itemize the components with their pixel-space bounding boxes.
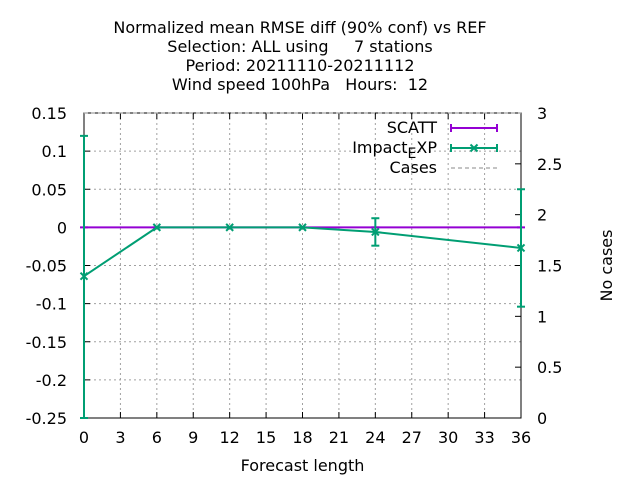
- legend-sample-impact-marker: [469, 143, 479, 153]
- y2-tick-label: 1: [537, 307, 547, 326]
- x-tick-label: 6: [152, 428, 162, 447]
- legend-impact-sub: E: [408, 146, 417, 162]
- legend-label-cases: Cases: [390, 158, 438, 177]
- y-tick-label: -0.25: [26, 409, 67, 428]
- y-tick-label: 0.1: [42, 142, 67, 161]
- impact-marker-stroke: [79, 271, 89, 281]
- y-tick-label: -0.15: [26, 333, 67, 352]
- chart-title: Normalized mean RMSE diff (90% conf) vs …: [113, 18, 486, 94]
- y2-axis: 3 2.5 2 1.5 1 0.5 0: [515, 104, 562, 428]
- y-axis: 0.15 0.1 0.05 0 -0.05 -0.1 -0.15 -0.2 -0.25: [26, 104, 90, 428]
- grid: [84, 113, 521, 418]
- x-tick-label: 24: [365, 428, 385, 447]
- x-tick-label: 36: [511, 428, 531, 447]
- legend-label-impact-exp: ImpactEXP: [352, 138, 437, 162]
- x-tick-label: 18: [292, 428, 312, 447]
- title-line-2: Selection: ALL using 7 stations: [167, 37, 432, 56]
- x-tick-label: 15: [256, 428, 276, 447]
- series-line-impact-exp: [83, 226, 522, 278]
- title-line-4: Wind speed 100hPa Hours: 12: [172, 75, 428, 94]
- impact-exp-point: [225, 223, 234, 232]
- legend-samples: [450, 124, 498, 169]
- y2-tick-label: 0.5: [537, 358, 562, 377]
- x-tick-label: 9: [188, 428, 198, 447]
- series-layer: [79, 112, 526, 419]
- y2-tick-label: 1.5: [537, 257, 562, 276]
- y2-tick-label: 2: [537, 206, 547, 225]
- impact-exp-point: [298, 223, 307, 232]
- x-tick-label: 0: [79, 428, 89, 447]
- impact-exp-point: [516, 243, 526, 253]
- y2-axis-label: No cases: [597, 230, 616, 302]
- x-tick-label: 21: [329, 428, 349, 447]
- legend-impact-main: Impact: [352, 138, 407, 157]
- title-line-1: Normalized mean RMSE diff (90% conf) vs …: [113, 18, 486, 37]
- x-tick-label: 12: [219, 428, 239, 447]
- y2-tick-label: 2.5: [537, 155, 562, 174]
- y-tick-label: -0.1: [36, 295, 67, 314]
- y2-tick-label: 0: [537, 409, 547, 428]
- y-tick-label: 0.15: [31, 104, 67, 123]
- y2-tick-label: 3: [537, 104, 547, 123]
- impact-marker-stroke: [152, 223, 162, 232]
- x-tick-label: 33: [474, 428, 494, 447]
- legend-label-scatt: SCATT: [387, 118, 438, 137]
- impact-exp-point: [79, 271, 89, 281]
- title-line-3: Period: 20211110-20211112: [185, 56, 414, 75]
- legend-impact-tail: XP: [416, 138, 437, 157]
- y-tick-label: -0.2: [36, 371, 67, 390]
- x-axis: 0 3 6 9 12 15 18 21 24 27 30 33 36: [79, 113, 531, 447]
- y-tick-label: 0.05: [31, 180, 67, 199]
- x-tick-label: 30: [438, 428, 458, 447]
- x-axis-label: Forecast length: [241, 456, 365, 475]
- impact-marker-stroke: [371, 227, 380, 237]
- impact-marker-stroke: [516, 243, 526, 253]
- impact-exp-point: [152, 223, 162, 232]
- impact-marker-stroke: [298, 223, 307, 232]
- impact-marker-stroke: [225, 223, 234, 232]
- x-tick-label: 3: [115, 428, 125, 447]
- legend: SCATT ImpactEXP Cases: [352, 118, 498, 177]
- x-tick-label: 27: [402, 428, 422, 447]
- y-tick-label: 0: [57, 218, 67, 237]
- impact-exp-point: [371, 227, 380, 237]
- y-tick-label: -0.05: [26, 257, 67, 276]
